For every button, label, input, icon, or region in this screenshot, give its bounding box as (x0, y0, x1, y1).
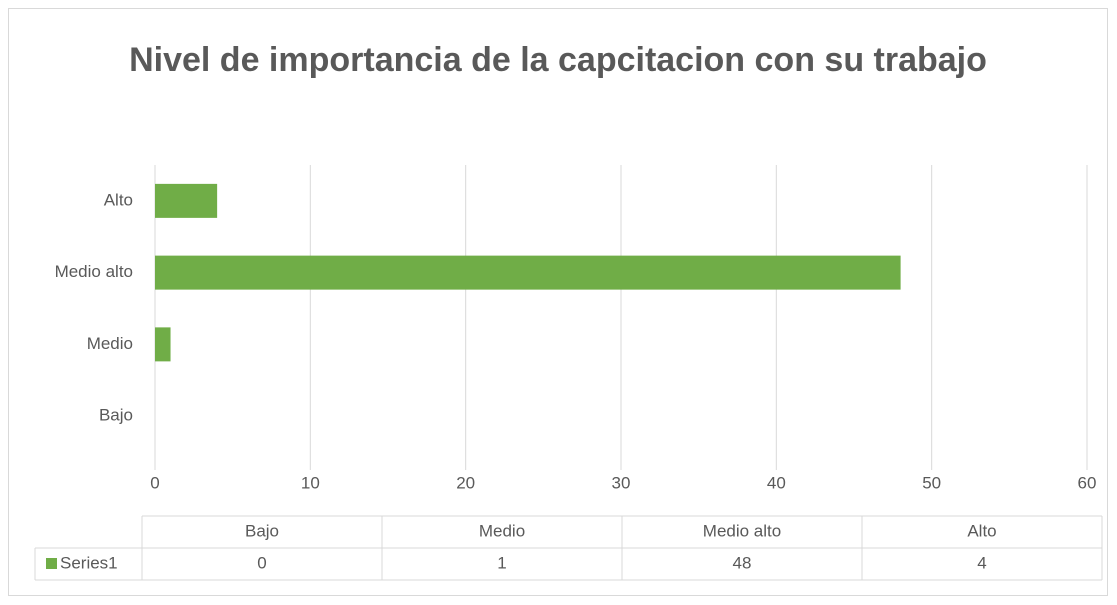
table-value: 4 (977, 553, 986, 572)
table-value: 48 (733, 553, 752, 572)
y-tick-label: Medio alto (55, 262, 133, 281)
bar (155, 327, 171, 362)
x-tick-label: 60 (1078, 473, 1097, 492)
x-tick-label: 0 (150, 473, 159, 492)
x-tick-label: 10 (301, 473, 320, 492)
table-header: Medio alto (703, 521, 781, 540)
chart-title: Nivel de importancia de la capcitacion c… (129, 41, 987, 79)
table-header: Alto (967, 521, 996, 540)
table-value: 1 (497, 553, 506, 572)
y-tick-label: Bajo (99, 406, 133, 425)
x-tick-label: 40 (767, 473, 786, 492)
table-header: Bajo (245, 521, 279, 540)
table-value: 0 (257, 553, 266, 572)
x-tick-label: 20 (456, 473, 475, 492)
y-tick-label: Medio (87, 334, 133, 353)
table-header: Medio (479, 521, 525, 540)
x-tick-label: 50 (922, 473, 941, 492)
bar (155, 183, 218, 218)
legend-label: Series1 (60, 553, 118, 572)
chart-border (8, 8, 1108, 596)
y-tick-label: Alto (104, 190, 133, 209)
x-tick-label: 30 (612, 473, 631, 492)
bar (155, 255, 901, 290)
legend-swatch (46, 558, 57, 569)
